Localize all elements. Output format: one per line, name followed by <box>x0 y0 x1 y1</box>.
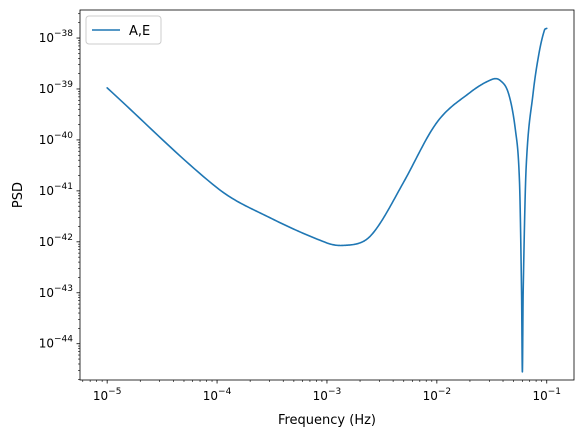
y-tick-label: 10−38 <box>39 29 74 45</box>
x-tick-label: 10−5 <box>93 387 122 403</box>
series-line-a-e <box>106 27 548 373</box>
x-tick-label: 10−2 <box>423 387 452 403</box>
y-tick-label: 10−42 <box>39 233 73 249</box>
x-tick-label: 10−3 <box>313 387 342 403</box>
legend-label-a-e: A,E <box>129 24 150 39</box>
y-tick-label: 10−39 <box>39 80 74 96</box>
tick-labels: 10−5 10−4 10−3 10−2 10−1 10−44 10−43 10−42 10−41… <box>39 29 561 403</box>
y-tick-label: 10−41 <box>39 182 73 198</box>
major-ticks <box>76 37 548 384</box>
x-tick-label: 10−1 <box>532 387 561 403</box>
plot-frame <box>79 9 575 381</box>
legend: A,E <box>85 15 162 45</box>
y-tick-label: 10−44 <box>39 335 74 351</box>
y-tick-label: 10−43 <box>39 284 73 300</box>
x-axis-label: Frequency (Hz) <box>278 413 376 428</box>
x-tick-label: 10−4 <box>203 387 232 403</box>
y-tick-label: 10−40 <box>39 131 74 147</box>
legend-box <box>85 15 162 45</box>
y-axis-label: PSD <box>11 182 26 208</box>
